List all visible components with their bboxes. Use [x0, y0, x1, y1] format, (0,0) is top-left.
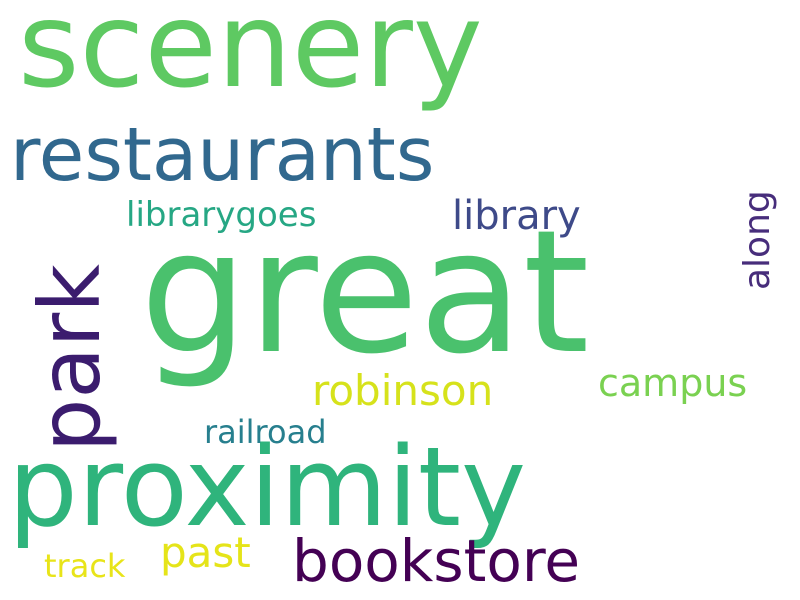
word-past: past [160, 528, 251, 577]
word-along: along [737, 190, 778, 290]
word-librarygoes: librarygoes [126, 195, 317, 235]
word-campus: campus [598, 361, 748, 405]
word-bookstore: bookstore [292, 527, 581, 595]
word-scenery: scenery [18, 0, 483, 114]
word-railroad: railroad [204, 413, 327, 451]
word-proximity: proximity [8, 423, 527, 551]
word-library: library [452, 193, 581, 239]
word-restaurants: restaurants [10, 112, 435, 198]
word-robinson: robinson [312, 366, 494, 415]
word-great: great [140, 194, 590, 392]
word-track: track [44, 547, 126, 585]
